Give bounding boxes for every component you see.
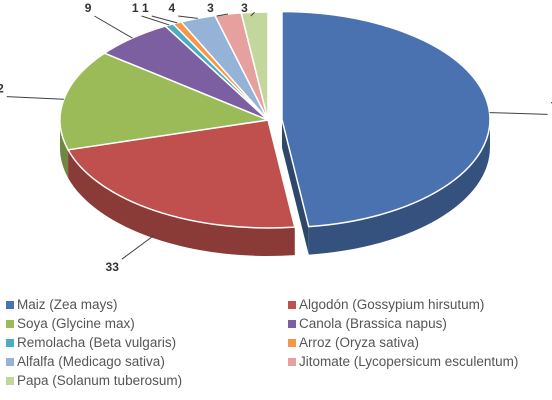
legend-label-papa: Papa (Solanum tuberosum) <box>17 373 183 388</box>
leader-line-arroz <box>151 15 178 24</box>
legend: Maiz (Zea mays) Algodón (Gossypium hirsu… <box>6 296 552 389</box>
slice-soya <box>59 52 269 151</box>
data-label-soya: 22 <box>0 82 4 96</box>
legend-item-maiz: Maiz (Zea mays) <box>6 296 288 313</box>
leader-line-alfalfa <box>178 15 198 19</box>
legend-label-arroz: Arroz (Oryza sativa) <box>299 335 420 350</box>
data-label-remolacha: 1 <box>132 1 139 15</box>
legend-label-soya: Soya (Glycine max) <box>17 316 135 331</box>
legend-label-jitomate: Jitomate (Lycopersicum esculentum) <box>299 354 519 369</box>
legend-item-alfalfa: Alfalfa (Medicago sativa) <box>6 353 288 370</box>
data-label-alfalfa: 4 <box>168 1 175 15</box>
slice-side-soya <box>60 120 69 178</box>
legend-swatch-remolacha <box>6 338 14 347</box>
legend-item-jitomate: Jitomate (Lycopersicum esculentum) <box>288 353 552 370</box>
leader-line-papa <box>250 11 255 17</box>
data-label-canola: 9 <box>85 1 92 15</box>
legend-swatch-maiz <box>6 300 14 309</box>
legend-item-soya: Soya (Glycine max) <box>6 315 288 332</box>
legend-swatch-papa <box>6 376 14 385</box>
data-label-arroz: 1 <box>142 1 149 15</box>
slice-algodon <box>67 119 296 229</box>
legend-item-canola: Canola (Brassica napus) <box>288 315 552 332</box>
legend-swatch-soya <box>6 319 14 328</box>
slice-cut-maiz-1 <box>281 119 309 255</box>
leader-line-algodon <box>121 235 155 260</box>
legend-item-algodon: Algodón (Gossypium hirsutum) <box>288 296 552 313</box>
pie-tops <box>59 10 491 229</box>
pie-chart: 703322911433 <box>0 1 552 274</box>
leader-line-remolacha <box>141 15 170 26</box>
legend-item-arroz: Arroz (Oryza sativa) <box>288 334 552 351</box>
leader-line-maiz <box>489 112 548 115</box>
pie-data-labels: 703322911433 <box>0 1 552 274</box>
legend-swatch-alfalfa <box>6 357 14 366</box>
data-label-jitomate: 3 <box>207 1 214 15</box>
legend-item-papa: Papa (Solanum tuberosum) <box>6 372 288 389</box>
legend-swatch-jitomate <box>288 357 296 366</box>
data-label-algodon: 33 <box>106 260 120 274</box>
legend-label-algodon: Algodón (Gossypium hirsutum) <box>299 297 485 312</box>
leader-line-soya <box>6 96 64 100</box>
legend-swatch-canola <box>288 319 296 328</box>
legend-swatch-algodon <box>288 300 296 309</box>
leader-line-canola <box>94 15 133 39</box>
data-label-maiz: 70 <box>551 99 552 113</box>
slice-side-algodon <box>68 149 295 256</box>
leader-line-jitomate <box>216 13 229 17</box>
legend-label-remolacha: Remolacha (Beta vulgaris) <box>17 335 177 350</box>
legend-label-maiz: Maiz (Zea mays) <box>17 297 118 312</box>
data-label-papa: 3 <box>241 1 248 15</box>
slice-maiz <box>281 10 491 228</box>
legend-item-remolacha: Remolacha (Beta vulgaris) <box>6 334 288 351</box>
legend-swatch-arroz <box>288 338 296 347</box>
legend-label-canola: Canola (Brassica napus) <box>299 316 447 331</box>
legend-label-alfalfa: Alfalfa (Medicago sativa) <box>17 354 165 369</box>
